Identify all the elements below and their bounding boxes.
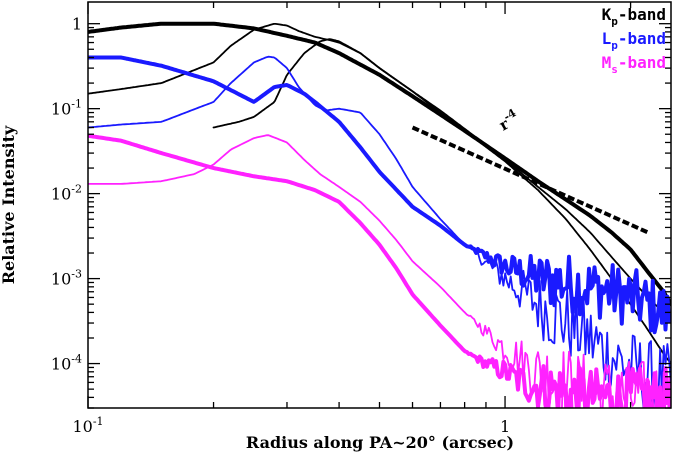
- r-minus-4-annotation: r-4: [495, 106, 523, 134]
- legend-entry-lp-band: Lp-band: [602, 29, 666, 52]
- series-line-ms-thin: [88, 134, 671, 408]
- legend-entry-kp-band: Kp-band: [602, 5, 666, 28]
- series-line-ms-thick: [88, 133, 671, 408]
- y-tick-label: 10-1: [51, 98, 82, 119]
- y-axis-title: Relative Intensity: [0, 125, 18, 284]
- series-line-lp-thin: [88, 55, 671, 408]
- r-minus-4-reference-line: [411, 125, 649, 235]
- legend-entry-ms-band: Ms-band: [602, 53, 666, 76]
- y-tick-label: 10-2: [51, 183, 82, 204]
- series-line-kp-thin-2: [212, 38, 671, 365]
- axis-ticks: [87, 2, 671, 409]
- series-line-kp-thick: [88, 21, 671, 307]
- x-axis-title: Radius along PA~20° (arcsec): [246, 433, 514, 452]
- x-tick-label: 1: [500, 417, 510, 436]
- x-tick-label: 10-1: [72, 415, 103, 436]
- axis-tick-labels: 10-1 1 1 10-1 10-2 10-3 10-4: [51, 15, 510, 436]
- plot-frame: [87, 1, 672, 409]
- y-tick-label: 10-4: [51, 353, 82, 374]
- series-line-lp-thick: [88, 55, 671, 335]
- y-tick-label: 1: [72, 15, 82, 34]
- reference-line-layer: [411, 125, 649, 235]
- series-layer: [88, 21, 671, 408]
- y-tick-label: 10-3: [51, 268, 82, 289]
- annotation-layer: r-4: [495, 106, 523, 134]
